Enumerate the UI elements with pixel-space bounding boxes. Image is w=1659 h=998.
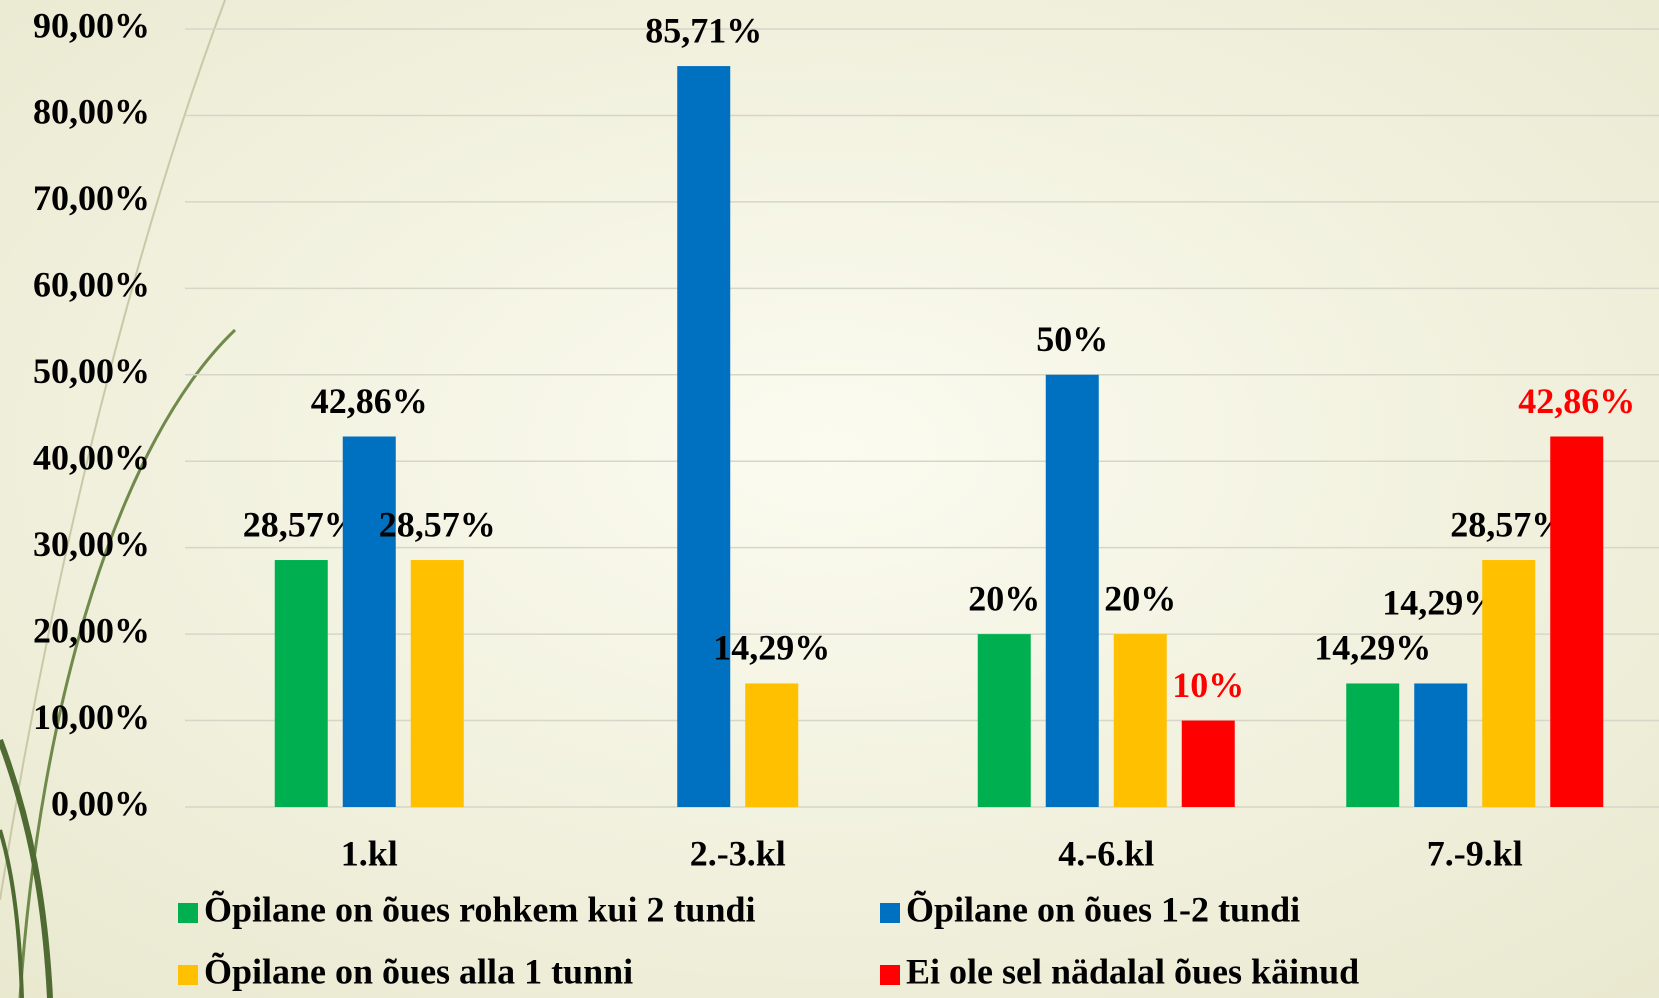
legend-swatch (880, 965, 900, 985)
bar (745, 683, 799, 807)
data-label: 28,57% (379, 504, 496, 544)
data-label: 50% (1036, 319, 1108, 359)
data-label: 85,71% (645, 10, 762, 50)
bar (1346, 683, 1400, 807)
data-label: 14,29% (713, 628, 830, 668)
data-label: 20% (968, 578, 1040, 618)
bar (1181, 720, 1235, 807)
legend-label: Õpilane on õues alla 1 tunni (204, 951, 633, 991)
data-label: 10% (1172, 665, 1244, 705)
y-tick-label: 50,00% (33, 351, 150, 391)
legend-label: Õpilane on õues 1-2 tundi (906, 889, 1300, 929)
y-tick-label: 80,00% (33, 92, 150, 132)
y-tick-label: 60,00% (33, 265, 150, 305)
y-tick-label: 0,00% (51, 783, 150, 823)
x-tick-label: 2.-3.kl (690, 833, 786, 873)
bar (1550, 436, 1604, 807)
bar (410, 560, 464, 807)
legend-swatch (178, 903, 198, 923)
y-tick-label: 10,00% (33, 697, 150, 737)
legend-swatch (178, 965, 198, 985)
decoration (0, 0, 237, 998)
plot-area: 0,00% 10,00% 20,00% 30,00% 40,00% 50,00% 60,00… (33, 5, 1659, 991)
y-tick-label: 40,00% (33, 437, 150, 477)
data-label: 14,29% (1314, 628, 1431, 668)
x-tick-label: 7.-9.kl (1427, 833, 1523, 873)
data-label: 20% (1104, 578, 1176, 618)
bar (342, 436, 396, 807)
bar (1414, 683, 1468, 807)
data-label: 28,57% (1450, 504, 1567, 544)
x-tick-label: 1.kl (341, 833, 398, 873)
x-tick-label: 4.-6.kl (1058, 833, 1154, 873)
data-label: 28,57% (243, 504, 360, 544)
legend-swatch (880, 903, 900, 923)
y-tick-label: 70,00% (33, 178, 150, 218)
bar (977, 634, 1031, 807)
bar (274, 560, 328, 807)
y-tick-label: 90,00% (33, 5, 150, 45)
y-tick-label: 30,00% (33, 524, 150, 564)
data-label: 42,86% (1518, 381, 1635, 421)
bar (1113, 634, 1167, 807)
bar (1045, 374, 1099, 807)
data-label: 42,86% (311, 381, 428, 421)
legend-label: Õpilane on õues rohkem kui 2 tundi (204, 889, 756, 929)
y-tick-label: 20,00% (33, 610, 150, 650)
bar (677, 66, 731, 808)
legend-label: Ei ole sel nädalal õues käinud (906, 951, 1359, 991)
data-label: 14,29% (1382, 583, 1499, 623)
bar (1482, 560, 1536, 807)
